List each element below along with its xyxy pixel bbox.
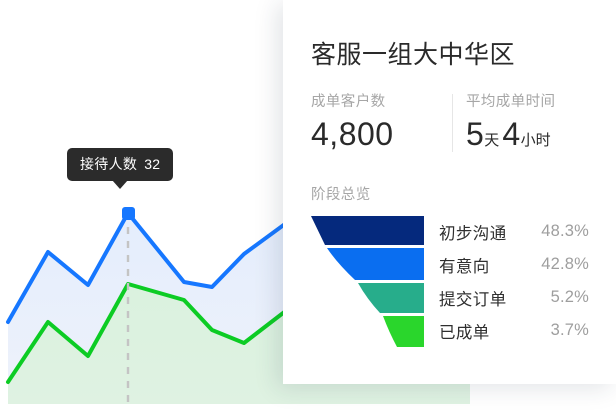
stat-days-unit: 天 [484,132,500,149]
tooltip-arrow-icon [112,180,129,189]
tooltip-value: 32 [144,156,161,172]
chart-tooltip: 接待人数 32 [67,148,174,189]
funnel-legend: 初步沟通 48.3% 有意向 42.8% 提交订单 5.2% 已成单 3.7% [439,215,589,347]
funnel-segment-3[interactable] [358,283,424,313]
funnel-segment-4[interactable] [383,316,424,347]
hover-data-point[interactable] [122,207,135,220]
funnel-legend-row[interactable]: 提交订单 5.2% [439,281,589,314]
funnel-heading: 阶段总览 [311,187,371,203]
stat-label: 成单客户数 [311,94,386,110]
funnel-stage-name: 有意向 [439,257,490,276]
stats-divider [452,94,453,152]
funnel-stage-name: 初步沟通 [439,224,507,243]
tooltip-label: 接待人数 [80,156,138,172]
funnel-legend-row[interactable]: 有意向 42.8% [439,248,589,281]
funnel-stage-percent: 42.8% [541,255,589,273]
funnel-legend-row[interactable]: 已成单 3.7% [439,314,589,347]
funnel-chart: 初步沟通 48.3% 有意向 42.8% 提交订单 5.2% 已成单 3.7% [311,216,589,348]
stat-hours-number: 4 [502,116,521,152]
stat-value: 5天4小时 [466,114,611,161]
detail-card: 客服一组大中华区 成单客户数 4,800 平均成单时间 5天4小时 阶段总览 初… [283,0,616,384]
stat-label: 平均成单时间 [466,94,556,110]
funnel-stage-percent: 3.7% [550,321,589,339]
funnel-legend-row[interactable]: 初步沟通 48.3% [439,215,589,248]
funnel-stage-percent: 5.2% [550,288,589,306]
stat-customer-count: 成单客户数 4,800 [311,92,446,154]
stats-row: 成单客户数 4,800 平均成单时间 5天4小时 [311,92,591,161]
funnel-segment-2[interactable] [327,248,424,280]
funnel-stage-name: 提交订单 [439,290,507,309]
stat-hours-unit: 小时 [520,132,551,149]
funnel-segment-1[interactable] [311,216,424,245]
funnel-svg [311,216,424,347]
funnel-stage-name: 已成单 [439,323,490,342]
stat-average-time: 平均成单时间 5天4小时 [446,92,611,161]
stat-value: 4,800 [311,116,394,152]
funnel-stage-percent: 48.3% [541,222,589,240]
card-title: 客服一组大中华区 [311,41,516,69]
stat-days-number: 5 [466,116,485,152]
